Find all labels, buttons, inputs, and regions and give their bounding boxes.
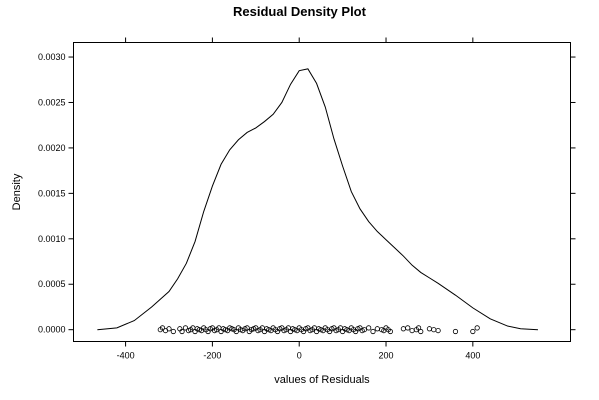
y-tick-label: 0.0005 [38,279,66,289]
x-tick-label: -200 [203,351,221,361]
residual-point [179,328,185,335]
y-tick-label: 0.0020 [38,143,66,153]
y-tick-label: 0.0030 [38,52,66,62]
residual-points [157,325,480,335]
y-tick-label: 0.0010 [38,234,66,244]
axis-ticks [68,37,576,347]
residual-point [170,328,176,335]
axis-tick-labels: -400 -200 0 200 400 0.0000 0.0005 0.0010 0.0015 0… [38,52,480,360]
residual-point [409,327,415,334]
residual-point [366,325,372,331]
chart-title: Residual Density Plot [233,4,367,19]
residual-point [387,328,393,335]
plot-frame [73,42,571,342]
x-tick-label: 0 [297,351,302,361]
residual-point [159,325,166,331]
y-axis-label: Density [11,173,23,210]
residual-point [452,328,459,335]
y-tick-label: 0.0025 [38,97,66,107]
x-axis-label: values of Residuals [274,374,370,386]
y-tick-label: 0.0000 [38,325,66,335]
density-curve [97,68,538,331]
residual-point [418,328,424,335]
residual-point [361,327,367,333]
residual-point [474,325,480,331]
residual-point [470,328,476,335]
residual-point [182,325,189,331]
x-tick-label: 200 [379,351,394,361]
residual-point [405,325,411,331]
residual-point [166,326,172,332]
residual-point [374,326,380,332]
residual-point [400,326,406,332]
residual-point [435,327,441,334]
x-tick-label: -400 [117,351,135,361]
x-tick-label: 400 [465,351,480,361]
residual-point [370,328,376,335]
residual-point [426,326,433,332]
residual-point [431,327,437,333]
y-tick-label: 0.0015 [38,188,66,198]
